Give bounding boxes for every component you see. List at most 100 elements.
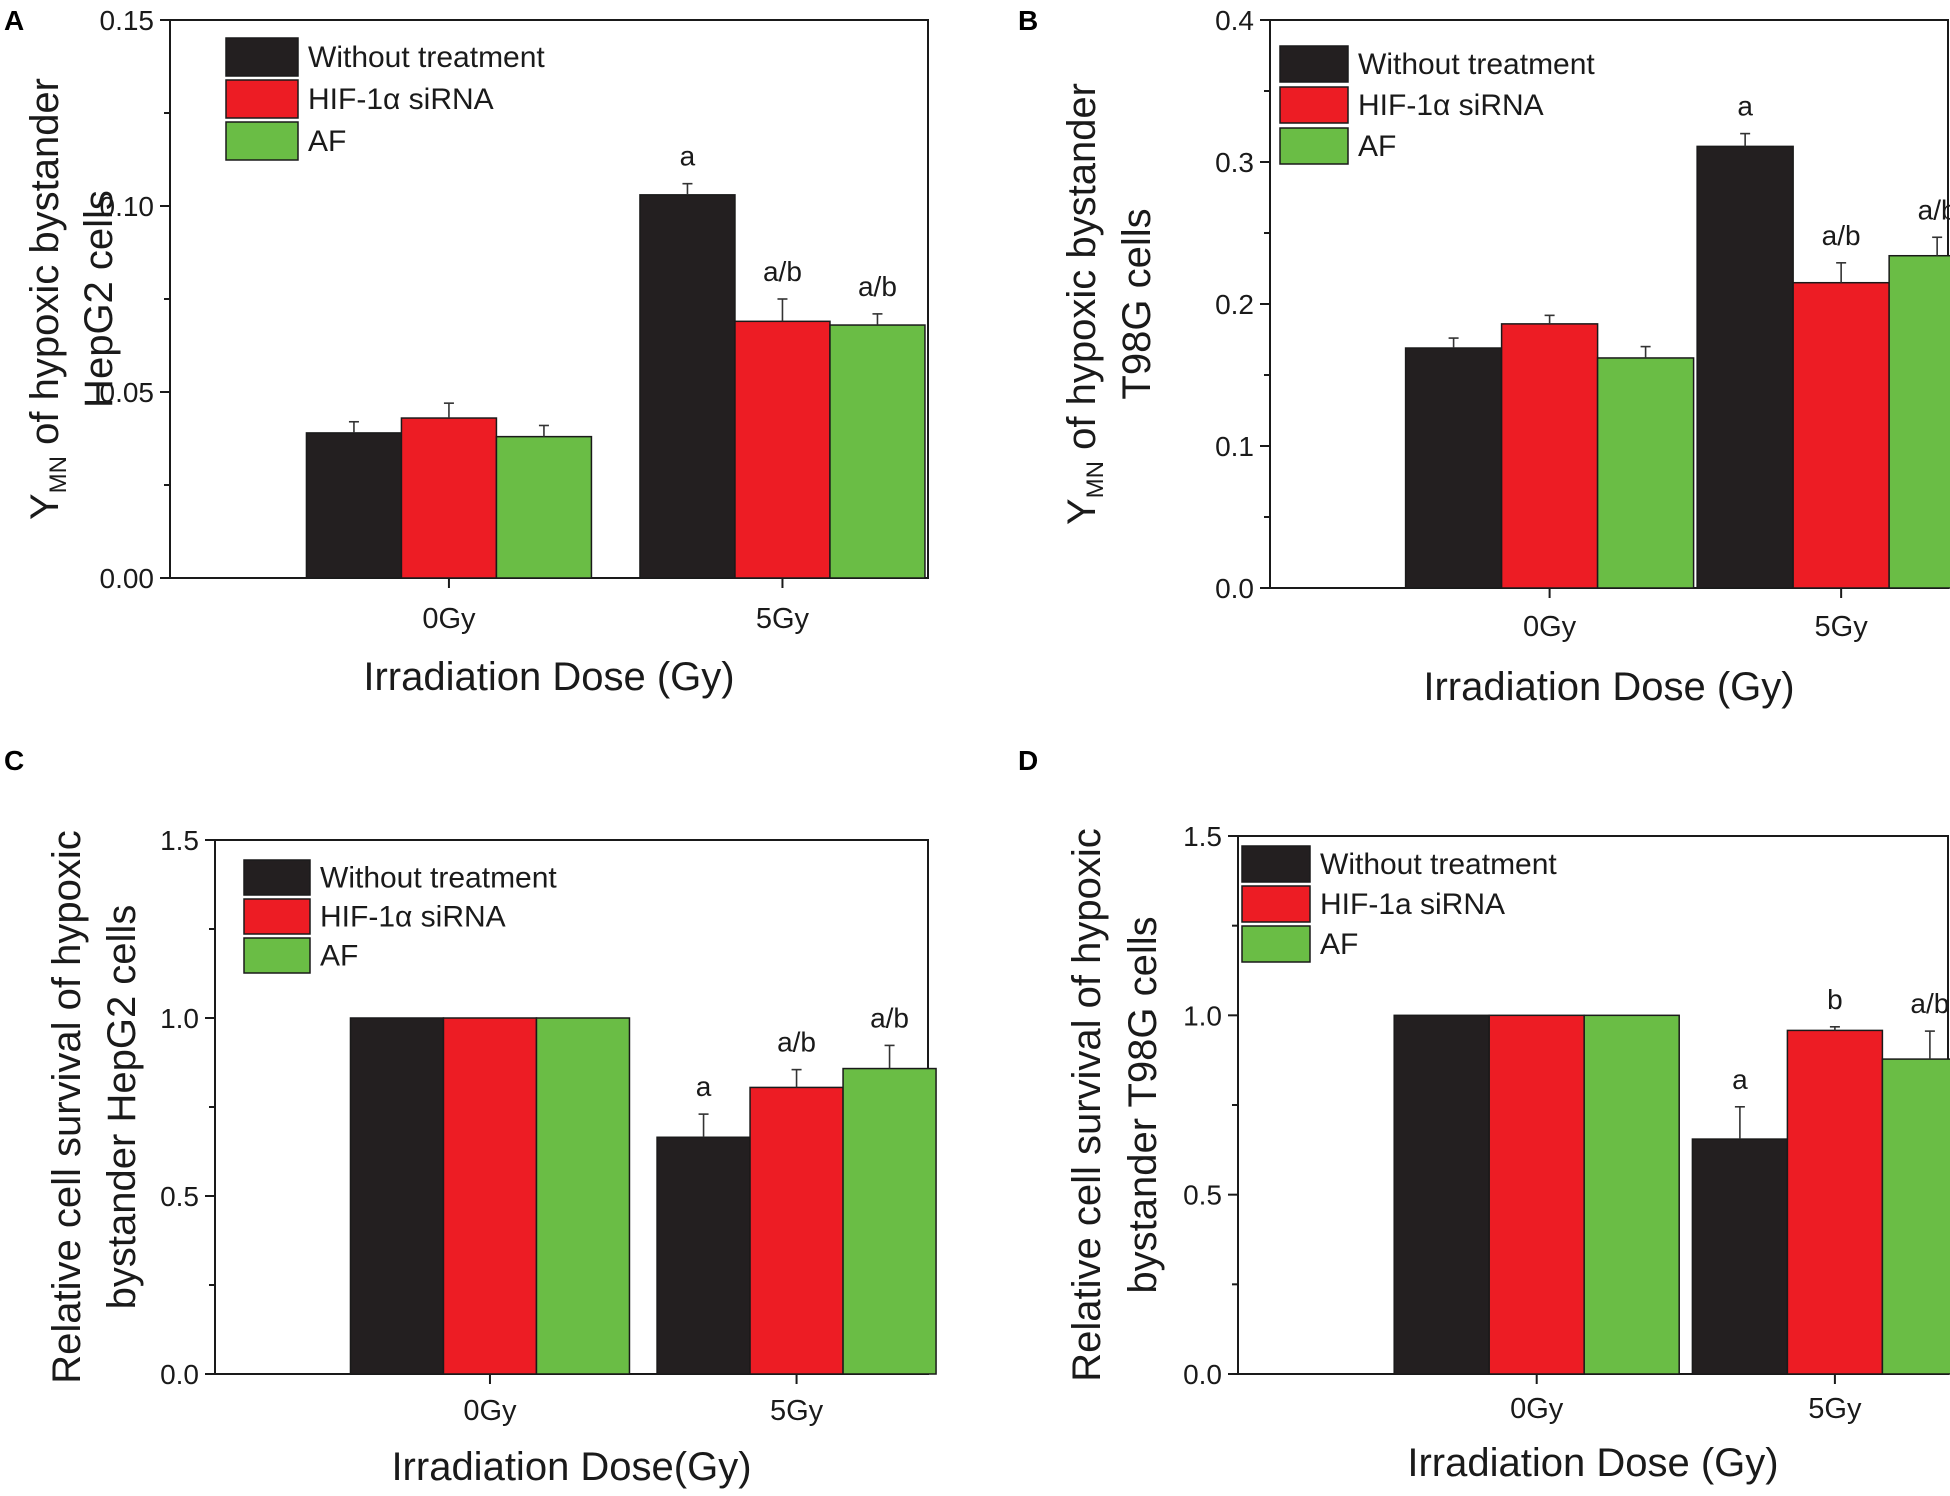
bar (400, 417, 498, 579)
y-tick-label: 0.2 (1215, 289, 1254, 320)
x-category-label: 0Gy (1510, 1393, 1564, 1425)
legend-label: Without treatment (320, 862, 557, 895)
x-category-label: 0Gy (1523, 611, 1577, 643)
y-tick-label: 0.5 (1183, 1180, 1222, 1211)
chart-panel-b: B 0.0 0.1 0.2 0.3 0.4 0Gy 5Gy a a/b a/b Without tre… (1018, 5, 1950, 709)
y-tick-label: 0.5 (160, 1181, 199, 1212)
x-category-label: 5Gy (756, 603, 810, 635)
legend-swatch (243, 859, 311, 896)
x-axis-label: Irradiation Dose (Gy) (1423, 665, 1794, 709)
bar (1500, 323, 1599, 589)
bar (1404, 347, 1503, 589)
y-tick-label: 0.3 (1215, 147, 1254, 178)
legend-swatch (1241, 845, 1311, 883)
panel-letter: A (4, 5, 24, 36)
panel-letter: D (1018, 745, 1038, 776)
y-tick-label: 1.5 (1183, 821, 1222, 852)
bar (749, 1086, 844, 1375)
y-axis-label-line1: YMN of hypoxic bystander (23, 78, 72, 520)
legend-label: AF (1320, 928, 1358, 961)
legend-label: AF (308, 125, 346, 158)
significance-label: a (696, 1071, 712, 1102)
chart-panel-c: C 0.0 0.5 1.0 1.5 0Gy 5Gy a a/b a/b Without treatm… (4, 745, 937, 1489)
significance-label: a (680, 141, 696, 172)
bar (1696, 145, 1794, 589)
legend-swatch (243, 937, 311, 974)
y-tick-label: 1.0 (160, 1003, 199, 1034)
y-tick-label: 0.10 (100, 191, 155, 222)
y-axis-label-line2: bystander T98G cells (1121, 916, 1165, 1293)
y-tick-label: 0.0 (160, 1359, 199, 1390)
y-tick-label: 0.00 (100, 563, 155, 594)
significance-label: a (1732, 1064, 1748, 1095)
legend-swatch (1279, 86, 1349, 124)
legend-label: HIF-1α siRNA (1358, 89, 1544, 122)
bar (829, 324, 926, 579)
x-category-label: 0Gy (463, 1395, 517, 1427)
bar (842, 1067, 937, 1375)
legend-label: HIF-1α siRNA (308, 83, 494, 116)
bar (1488, 1014, 1585, 1375)
legend-label: HIF-1a siRNA (1320, 888, 1505, 921)
panel-letter: C (4, 745, 24, 776)
bar (305, 432, 403, 579)
y-axis-label-line1: Relative cell survival of hypoxic (45, 830, 89, 1384)
y-tick-label: 0.15 (100, 5, 155, 36)
legend-swatch (1279, 127, 1349, 165)
legend-label: AF (1358, 130, 1396, 163)
legend-label: HIF-1α siRNA (320, 901, 506, 934)
y-tick-label: 0.0 (1183, 1359, 1222, 1390)
legend-swatch (243, 898, 311, 935)
legend-label: AF (320, 940, 358, 973)
x-category-label: 0Gy (422, 603, 476, 635)
legend-swatch (1241, 885, 1311, 923)
legend-label: Without treatment (308, 41, 545, 74)
y-tick-label: 0.1 (1215, 431, 1254, 462)
significance-label: a/b (1918, 194, 1950, 225)
significance-label: a/b (763, 256, 802, 287)
bar (1881, 1058, 1950, 1375)
x-category-label: 5Gy (1815, 611, 1869, 643)
bar (1888, 254, 1950, 589)
bar (1786, 1029, 1884, 1375)
y-tick-label: 0.0 (1215, 573, 1254, 604)
bar (656, 1136, 751, 1375)
x-category-label: 5Gy (770, 1395, 824, 1427)
x-axis-label: Irradiation Dose (Gy) (363, 655, 734, 699)
legend-swatch (1279, 45, 1349, 83)
bar (495, 435, 593, 579)
bar (442, 1017, 538, 1375)
x-axis-label: Irradiation Dose (Gy) (1407, 1441, 1778, 1485)
y-axis-label-line2: HepG2 cells (77, 190, 121, 408)
bar (1393, 1014, 1490, 1375)
bar (535, 1017, 631, 1375)
y-tick-label: 1.0 (1183, 1000, 1222, 1031)
y-axis-label-subscript: MN (1082, 461, 1109, 498)
bar (1691, 1138, 1789, 1375)
bar (734, 320, 831, 579)
legend-swatch (225, 121, 299, 161)
bar (1583, 1014, 1680, 1375)
legend-swatch (225, 79, 299, 119)
significance-label: a/b (777, 1027, 816, 1058)
chart-panel-a: A 0.00 0.05 0.10 0.15 0Gy 5Gy a a/b a/b Without tr… (4, 5, 929, 699)
significance-label: a/b (1910, 988, 1949, 1019)
y-axis-label-line1: YMN of hypoxic bystander (1060, 83, 1109, 525)
y-axis-label-line2: bystander HepG2 cells (100, 905, 144, 1310)
chart-panel-d: D 0.0 0.5 1.0 1.5 0Gy 5Gy a b a/b Without treatmen… (1018, 745, 1950, 1485)
legend-label: Without treatment (1358, 48, 1595, 81)
legend-label: Without treatment (1320, 848, 1557, 881)
significance-label: a/b (870, 1002, 909, 1033)
y-axis-label-subscript: MN (45, 456, 72, 493)
y-axis-label-line1: Relative cell survival of hypoxic (1065, 828, 1109, 1382)
significance-label: a/b (1822, 220, 1861, 251)
significance-label: a (1737, 91, 1753, 122)
y-tick-label: 1.5 (160, 825, 199, 856)
significance-label: b (1827, 984, 1843, 1015)
significance-label: a/b (858, 271, 897, 302)
legend-swatch (225, 37, 299, 77)
y-axis-label-line2: T98G cells (1115, 208, 1159, 399)
y-tick-label: 0.4 (1215, 5, 1254, 36)
x-category-label: 5Gy (1808, 1393, 1862, 1425)
